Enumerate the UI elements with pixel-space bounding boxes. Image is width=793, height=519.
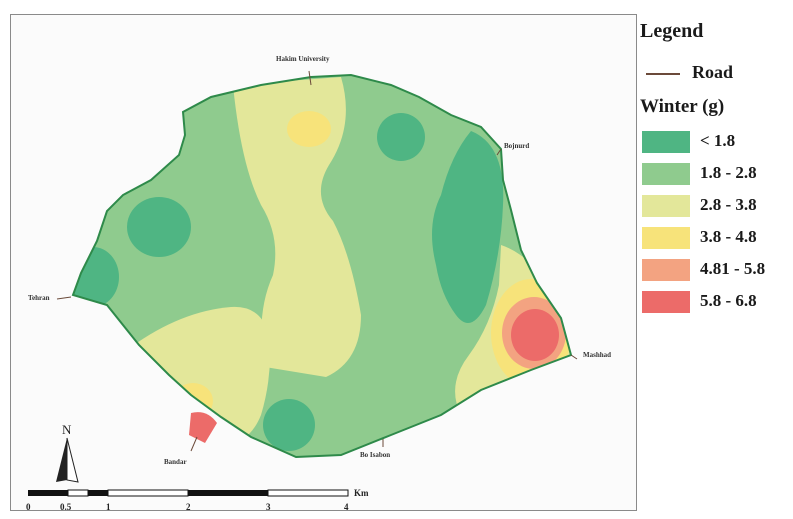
scale-tick-2: 2 <box>186 502 191 512</box>
zone-5-8-6-8-southwest <box>189 412 217 443</box>
legend-road-label: Road <box>692 62 734 82</box>
zone-2-8-3-8-central <box>233 77 361 377</box>
scale-tick-4: 4 <box>344 502 349 512</box>
place-label-north: Hakim University <box>276 55 330 63</box>
legend-swatch-1 <box>642 131 690 153</box>
scale-tick-1: 1 <box>106 502 111 512</box>
legend-class-5: 4.81 - 5.8 <box>640 256 790 284</box>
road-east <box>570 354 578 360</box>
road-west <box>56 296 72 300</box>
legend-swatch-6 <box>642 291 690 313</box>
scale-tick-0-5: 0.5 <box>60 502 72 512</box>
map-frame: Hakim University Bojnurd Tehran Mashhad … <box>10 14 637 511</box>
place-label-southwest: Bandar <box>164 458 187 466</box>
place-label-south: Bo Isabon <box>360 451 391 459</box>
scale-bar: 0 0.5 1 2 3 4 Km <box>22 488 382 518</box>
legend-season-label: Winter (g) <box>640 96 725 117</box>
legend-label-5: 4.81 - 5.8 <box>700 259 766 278</box>
road-southwest <box>190 436 198 452</box>
legend-swatch-3 <box>642 195 690 217</box>
zone-3-8-4-8-north <box>287 111 331 147</box>
legend-swatch-5 <box>642 259 690 281</box>
legend-class-6: 5.8 - 6.8 <box>640 288 790 316</box>
city-boundary <box>71 73 573 459</box>
legend-label-3: 2.8 - 3.8 <box>700 195 757 214</box>
legend-title: Legend <box>640 20 704 42</box>
scale-tick-3: 3 <box>266 502 271 512</box>
legend-class-4: 3.8 - 4.8 <box>640 224 790 252</box>
zone-lt-1-8-east <box>432 131 504 323</box>
zone-lt-1-8-northwest <box>127 197 191 257</box>
zone-lt-1-8-north <box>377 113 425 161</box>
north-arrow: N <box>52 422 82 484</box>
legend-swatch-4 <box>642 227 690 249</box>
road-north <box>308 70 312 86</box>
legend-label-1: < 1.8 <box>700 131 736 150</box>
scale-bar-graphic <box>28 489 349 497</box>
north-arrow-icon <box>56 437 79 483</box>
place-label-west: Tehran <box>28 294 50 302</box>
legend-class-1: < 1.8 <box>640 128 790 156</box>
legend-road-entry: Road <box>640 62 790 86</box>
north-letter: N <box>62 422 72 437</box>
scale-tick-0: 0 <box>26 502 31 512</box>
map-surface <box>56 70 578 459</box>
scale-unit: Km <box>354 488 369 498</box>
legend-label-6: 5.8 - 6.8 <box>700 291 757 310</box>
legend-class-3: 2.8 - 3.8 <box>640 192 790 220</box>
legend-class-2: 1.8 - 2.8 <box>640 160 790 188</box>
place-label-east: Mashhad <box>583 351 612 359</box>
zone-5-8-6-8-east <box>511 309 559 361</box>
legend-road-line <box>646 73 680 75</box>
zone-lt-1-8-west <box>73 247 119 307</box>
legend-label-2: 1.8 - 2.8 <box>700 163 757 182</box>
place-label-northeast: Bojnurd <box>504 142 530 150</box>
zone-lt-1-8-south <box>263 399 315 451</box>
legend-label-4: 3.8 - 4.8 <box>700 227 757 246</box>
road-northeast <box>496 148 502 156</box>
legend: Legend Road Winter (g) < 1.8 1.8 - 2.8 2… <box>640 20 790 313</box>
legend-swatch-2 <box>642 163 690 185</box>
